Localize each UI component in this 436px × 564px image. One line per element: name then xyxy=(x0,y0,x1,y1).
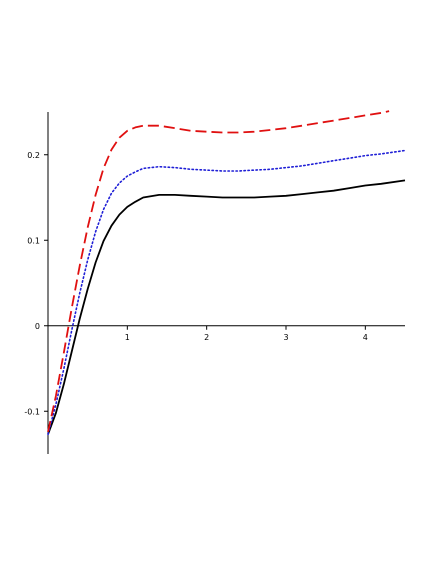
y-ticks: -0.1 0 0.1 0.2 xyxy=(24,151,48,416)
axes xyxy=(47,112,405,454)
x-ticks: 1 2 3 4 xyxy=(125,325,368,342)
series-line-solid xyxy=(47,179,406,435)
y-tick-label: 0.2 xyxy=(27,151,40,160)
series-line-dotted xyxy=(47,149,406,436)
x-tick-label: 1 xyxy=(125,333,130,342)
series-line-dashed xyxy=(47,110,390,432)
y-tick-label: 0 xyxy=(35,322,40,331)
series-group xyxy=(47,110,406,436)
x-tick-label: 2 xyxy=(204,333,209,342)
y-tick-label: -0.1 xyxy=(24,407,40,416)
x-tick-label: 3 xyxy=(283,333,288,342)
y-tick-label: 0.1 xyxy=(27,236,40,245)
x-tick-label: 4 xyxy=(363,333,368,342)
